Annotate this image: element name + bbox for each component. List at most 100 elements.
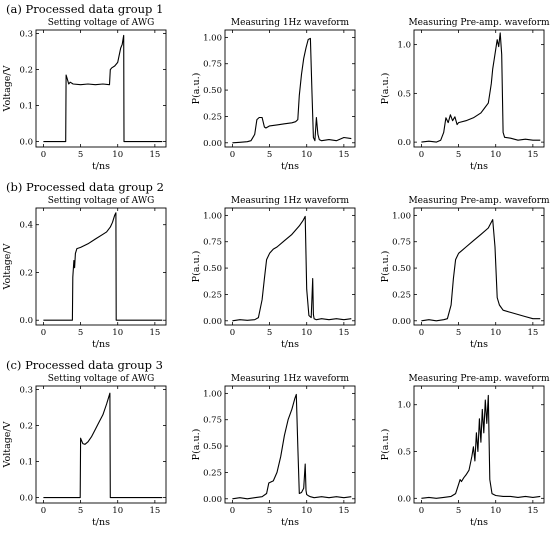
series-line	[421, 394, 541, 499]
y-tick-label: 0.00	[203, 495, 222, 505]
plot-frame	[224, 385, 356, 504]
x-tick-label: 0	[41, 328, 46, 338]
x-tick-label: 15	[338, 150, 349, 160]
x-tick-label: 0	[230, 506, 235, 516]
x-tick-label: 0	[230, 150, 235, 160]
plot-frame	[35, 385, 167, 504]
group-title-1: (a) Processed data group 1	[6, 2, 163, 16]
y-tick-label: 0.75	[203, 60, 222, 70]
y-tick-label: 0.1	[19, 102, 33, 112]
y-tick-label: 0.5	[397, 89, 411, 99]
y-tick-label: 0.75	[392, 238, 411, 248]
y-tick-label: 0.25	[203, 468, 222, 478]
chart-title: Setting voltage of AWG	[48, 196, 155, 206]
x-axis-label: t/ns	[470, 339, 488, 350]
y-tick-label: 0.2	[19, 66, 33, 76]
x-tick-label: 10	[490, 506, 501, 516]
y-axis-label: Voltage/V	[2, 243, 13, 290]
chart-panel-5: Measuring 1Hz waveform 0 5 10 15 0.00 0.25 0.50…	[191, 196, 356, 350]
y-tick-label: 0.75	[203, 416, 222, 426]
x-tick-label: 10	[301, 150, 312, 160]
y-axis-label: P(a.u.)	[380, 429, 391, 461]
x-tick-label: 5	[78, 150, 83, 160]
y-axis-label: P(a.u.)	[191, 429, 202, 461]
x-tick-label: 15	[338, 328, 349, 338]
series-line	[421, 32, 541, 143]
y-tick-label: 0.0	[397, 494, 411, 504]
x-axis-label: t/ns	[92, 161, 110, 172]
x-axis-label: t/ns	[470, 517, 488, 528]
x-tick-label: 15	[338, 506, 349, 516]
series-line	[232, 215, 352, 322]
chart-panel-4: Setting voltage of AWG 0 5 10 15 0.0 0.2 0.4 t/n…	[2, 196, 167, 350]
chart-title: Measuring Pre-amp. waveform	[408, 374, 550, 384]
plot-frame	[413, 29, 545, 148]
plots-layer: Setting voltage of AWG 0 5 10 15 0.0 0.1 0.2 0.3…	[2, 18, 550, 528]
plot-frame	[35, 207, 167, 326]
y-tick-label: 0.2	[19, 268, 33, 278]
x-tick-label: 10	[301, 328, 312, 338]
x-tick-label: 10	[112, 150, 123, 160]
x-axis-label: t/ns	[281, 339, 299, 350]
x-tick-label: 5	[267, 506, 272, 516]
chart-panel-3: Measuring Pre-amp. waveform 0 5 10 15 0.0 0.5 1…	[380, 18, 550, 172]
x-tick-label: 10	[490, 328, 501, 338]
y-axis-label: Voltage/V	[2, 421, 13, 468]
x-tick-label: 0	[419, 506, 424, 516]
y-tick-label: 0.25	[392, 290, 411, 300]
x-axis-label: t/ns	[92, 339, 110, 350]
chart-panel-6: Measuring Pre-amp. waveform 0 5 10 15 0.00 0.2…	[380, 196, 550, 350]
series-line	[43, 212, 163, 321]
y-axis-label: Voltage/V	[2, 65, 13, 112]
chart-panel-1: Setting voltage of AWG 0 5 10 15 0.0 0.1 0.2 0.3…	[2, 18, 167, 172]
group-title-2: (b) Processed data group 2	[6, 180, 164, 194]
x-tick-label: 15	[149, 328, 160, 338]
x-tick-label: 15	[527, 328, 538, 338]
chart-panel-7: Setting voltage of AWG 0 5 10 15 0.0 0.1 0.2 0.3…	[2, 374, 167, 528]
x-tick-label: 5	[78, 328, 83, 338]
y-tick-label: 1.00	[203, 211, 222, 221]
y-tick-label: 0.00	[203, 139, 222, 149]
x-tick-label: 0	[41, 506, 46, 516]
x-axis-label: t/ns	[92, 517, 110, 528]
series-line	[232, 393, 352, 500]
series-line	[43, 34, 163, 143]
x-tick-label: 5	[78, 506, 83, 516]
x-tick-label: 5	[456, 328, 461, 338]
y-tick-label: 0.1	[19, 458, 33, 468]
y-tick-label: 0.00	[203, 317, 222, 327]
chart-panel-8: Measuring 1Hz waveform 0 5 10 15 0.00 0.25 0.50…	[191, 374, 356, 528]
y-axis-label: P(a.u.)	[380, 73, 391, 105]
x-tick-label: 0	[419, 328, 424, 338]
plot-frame	[224, 29, 356, 148]
y-axis-label: P(a.u.)	[191, 251, 202, 283]
x-tick-label: 0	[419, 150, 424, 160]
chart-title: Measuring 1Hz waveform	[231, 18, 350, 28]
y-tick-label: 0.50	[203, 442, 222, 452]
y-tick-label: 0.25	[203, 290, 222, 300]
y-tick-label: 0.25	[203, 112, 222, 122]
x-tick-label: 10	[490, 150, 501, 160]
series-line	[421, 219, 541, 322]
x-tick-label: 15	[527, 150, 538, 160]
x-tick-label: 5	[267, 150, 272, 160]
group-title-3: (c) Processed data group 3	[6, 358, 163, 372]
x-axis-label: t/ns	[281, 517, 299, 528]
x-tick-label: 15	[149, 150, 160, 160]
y-tick-label: 1.0	[397, 41, 411, 51]
x-tick-label: 0	[41, 150, 46, 160]
y-axis-label: P(a.u.)	[191, 73, 202, 105]
y-tick-label: 1.00	[203, 389, 222, 399]
chart-panel-2: Measuring 1Hz waveform 0 5 10 15 0.00 0.25 0.50…	[191, 18, 356, 172]
chart-title: Measuring 1Hz waveform	[231, 196, 350, 206]
x-tick-label: 5	[456, 506, 461, 516]
y-axis-label: P(a.u.)	[380, 251, 391, 283]
x-axis-label: t/ns	[470, 161, 488, 172]
chart-title: Setting voltage of AWG	[48, 374, 155, 384]
y-tick-label: 0.0	[19, 316, 33, 326]
plot-frame	[35, 29, 167, 148]
plot-frame	[224, 207, 356, 326]
chart-title: Measuring Pre-amp. waveform	[408, 18, 550, 28]
plot-frame	[413, 385, 545, 504]
chart-title: Setting voltage of AWG	[48, 18, 155, 28]
